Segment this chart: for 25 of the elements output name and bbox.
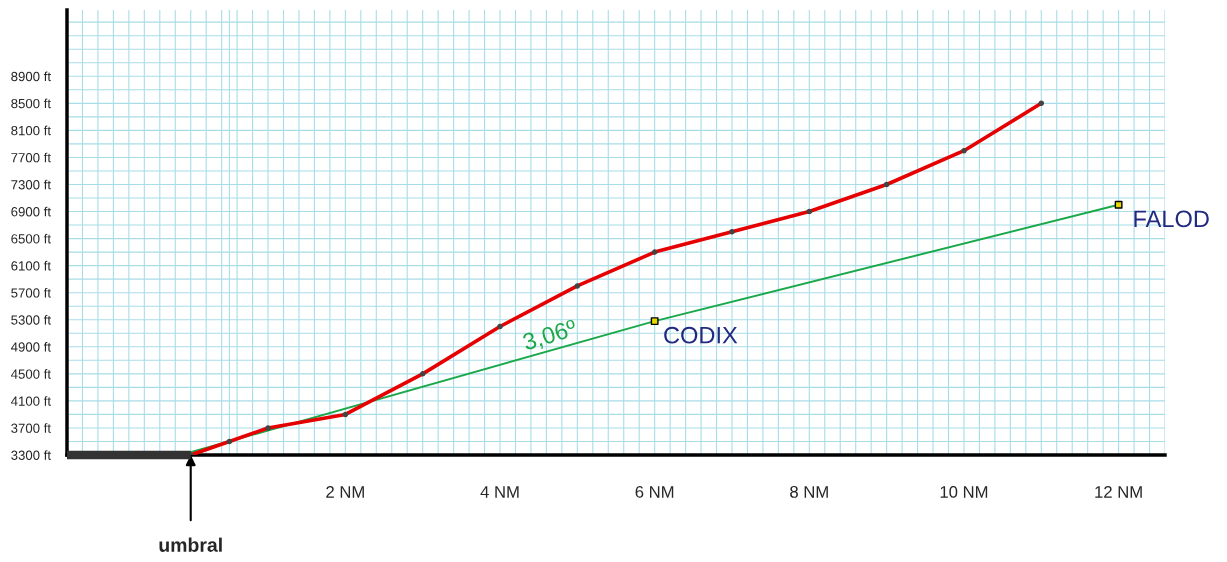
y-tick-label: 6900 ft [11, 206, 51, 217]
annotation: CODIX [664, 326, 738, 344]
y-tick-label: 3700 ft [11, 423, 51, 433]
y-tick-label: 3300 ft [11, 450, 51, 460]
annotation: 3,06º [521, 318, 579, 354]
x-tick-label: 2 NM [326, 486, 364, 498]
x-tick-label: 8 NM [790, 486, 828, 498]
x-tick-label: 6 NM [635, 486, 674, 498]
x-tick-label: 4 NM [480, 486, 519, 498]
y-tick-label: 8100 ft [11, 125, 51, 136]
y-tick-label: 5700 ft [11, 287, 51, 298]
y-tick-label: 4900 ft [10, 342, 51, 352]
annotation: umbral [159, 537, 222, 552]
y-tick-label: 7300 ft [11, 179, 51, 190]
y-tick-label: 8500 ft [11, 98, 51, 109]
y-tick-label: 8900 ft [11, 71, 51, 82]
y-tick-label: 5300 ft [11, 314, 51, 325]
y-tick-label: 6100 ft [11, 260, 51, 271]
x-tick-label: 10 NM [940, 486, 988, 498]
y-tick-label: 6500 ft [11, 233, 51, 244]
y-tick-label: 4100 ft [10, 396, 51, 406]
x-tick-label: 12 NM [1095, 486, 1142, 498]
y-tick-label: 4500 ft [10, 369, 51, 379]
annotation: FALOD [1134, 210, 1209, 228]
y-tick-label: 7700 ft [11, 152, 51, 163]
